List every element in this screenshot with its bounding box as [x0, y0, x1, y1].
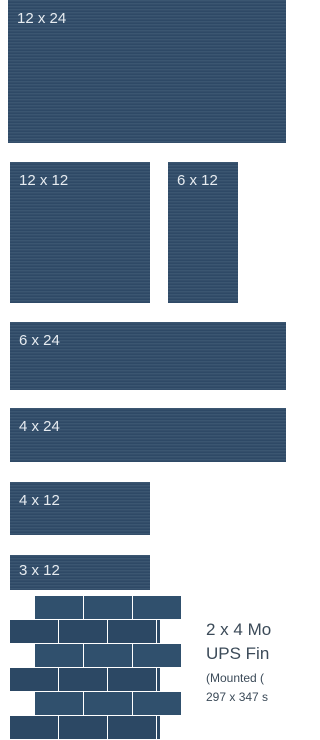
brick [133, 596, 181, 619]
page: {"tiles": [{"label": "12 x 24"}, {"label… [0, 0, 286, 740]
mosaic-subtitle: UPS Fin [206, 644, 269, 664]
tile[interactable]: 12 x 12 [10, 162, 150, 303]
tile[interactable]: 4 x 12 [10, 482, 150, 535]
mosaic-title: 2 x 4 Mo [206, 620, 271, 640]
brick [35, 692, 83, 715]
brick [10, 716, 58, 739]
tile[interactable]: 4 x 24 [10, 408, 286, 462]
tile-label: 3 x 12 [19, 562, 60, 579]
tile-label: 4 x 12 [19, 492, 60, 509]
tile[interactable]: 6 x 12 [168, 162, 238, 303]
brick [133, 644, 181, 667]
tile-label: 6 x 24 [19, 332, 60, 349]
brick [84, 644, 132, 667]
brick [108, 620, 156, 643]
brick [84, 692, 132, 715]
tile-label: 12 x 12 [19, 172, 68, 189]
brick [157, 716, 160, 739]
tile[interactable]: 3 x 12 [10, 555, 150, 590]
brick [59, 668, 107, 691]
tile-label: 4 x 24 [19, 418, 60, 435]
brick [35, 596, 83, 619]
brick [157, 668, 160, 691]
tile[interactable]: 6 x 24 [10, 322, 286, 390]
tile-label: 6 x 12 [177, 172, 218, 189]
brick [59, 620, 107, 643]
brick [10, 620, 58, 643]
mosaic-image[interactable] [0, 594, 190, 740]
mosaic-size: 297 x 347 s [206, 690, 268, 704]
brick [108, 668, 156, 691]
brick [84, 596, 132, 619]
tile[interactable]: 12 x 24 [8, 0, 286, 143]
brick [10, 668, 58, 691]
brick [133, 692, 181, 715]
brick [59, 716, 107, 739]
mosaic-note: (Mounted ( [206, 671, 264, 685]
brick [108, 716, 156, 739]
tile-label: 12 x 24 [17, 10, 66, 27]
brick [35, 644, 83, 667]
brick [157, 620, 160, 643]
